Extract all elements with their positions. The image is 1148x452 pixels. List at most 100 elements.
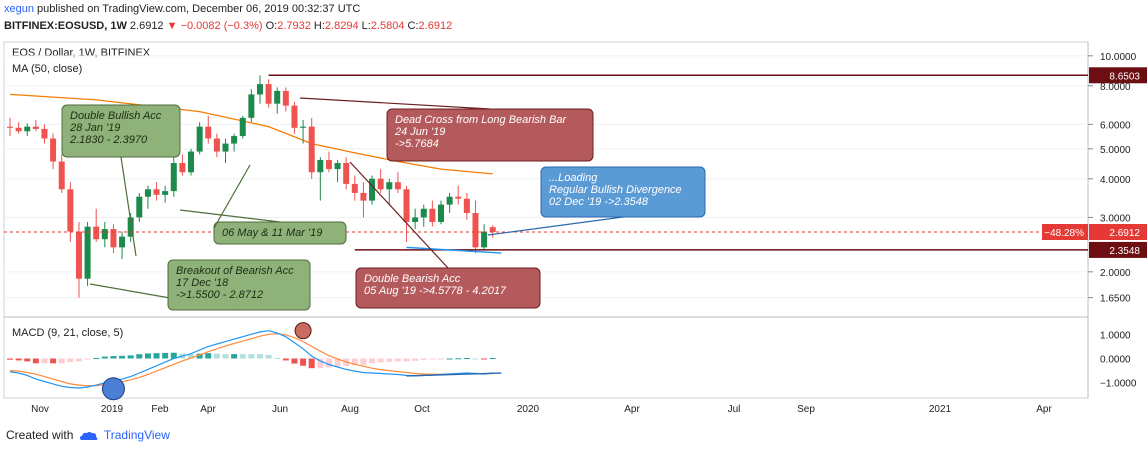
- candle-down: [265, 84, 272, 104]
- macd-histogram-bar: [360, 358, 367, 365]
- time-tick-label: 2020: [517, 404, 540, 415]
- tradingview-cloud-icon: [79, 431, 98, 440]
- candle-up: [222, 143, 229, 152]
- price-tick-label: 8.0000: [1100, 82, 1131, 93]
- annotation-pointer: [349, 161, 449, 269]
- macd-histogram-bar: [41, 358, 48, 364]
- annotation-text: Regular Bullish Divergence: [549, 184, 682, 196]
- time-tick-label: Apr: [1036, 404, 1052, 415]
- macd-histogram-bar: [351, 358, 358, 366]
- annotation-box: [167, 259, 311, 311]
- macd-histogram-bar: [282, 358, 289, 361]
- time-tick-label: Apr: [624, 404, 640, 415]
- macd-histogram-bar: [58, 358, 65, 364]
- macd-histogram-bar: [265, 354, 272, 359]
- candle-up: [386, 182, 393, 190]
- footer: Created with TradingView: [6, 428, 170, 442]
- macd-histogram-bar: [205, 353, 212, 359]
- candle-down: [472, 213, 479, 248]
- macd-histogram-bar: [300, 358, 307, 366]
- annotation-text: ->1.5500 - 2.8712: [176, 289, 263, 301]
- annotation-text: 17 Dec '18: [176, 277, 229, 289]
- macd-histogram-bar: [420, 358, 427, 360]
- candle-up: [317, 160, 324, 173]
- candle-down: [7, 126, 13, 128]
- candle-up: [188, 151, 195, 173]
- open-label: O:: [265, 20, 278, 32]
- candle-up: [119, 236, 126, 248]
- chart-header: xegun published on TradingView.com, Dece…: [0, 0, 1148, 38]
- macd-histogram-bar: [222, 354, 229, 359]
- annotation-text: 02 Dec '19 ->2.3548: [549, 196, 649, 208]
- candle-down: [75, 231, 82, 279]
- annotation-box: [355, 267, 541, 309]
- candle-up: [231, 136, 238, 144]
- macd-histogram-bar: [93, 358, 100, 360]
- annotation-text: Breakout of Bearish Acc: [176, 265, 294, 277]
- level-price-tag: [1089, 67, 1147, 84]
- macd-histogram-bar: [170, 352, 177, 359]
- annotation-text: ...Loading: [549, 172, 598, 184]
- candles: [7, 75, 496, 298]
- annotation-box: [213, 221, 347, 245]
- annotation-box: [61, 104, 181, 158]
- macd-histogram-bar: [119, 355, 126, 359]
- candle-down: [179, 162, 186, 173]
- candle-down: [325, 160, 332, 170]
- candle-up: [101, 229, 108, 240]
- macd-histogram-bar: [403, 358, 410, 362]
- candle-down: [489, 227, 496, 233]
- author-link[interactable]: xegun: [4, 3, 34, 15]
- macd-peak-marker: [294, 322, 312, 340]
- candle-down: [308, 126, 315, 173]
- candle-up: [84, 226, 91, 279]
- percent-tag: [1042, 223, 1088, 240]
- annotation-pointer: [213, 164, 251, 229]
- time-tick-label: Jun: [272, 404, 288, 415]
- legend-macd: MACD (9, 21, close, 5): [12, 327, 123, 339]
- macd-histogram-bar: [334, 358, 341, 367]
- candle-up: [136, 196, 143, 218]
- axes: 10.0000 8.0000 6.0000 5.0000 4.0000 3.0000 2.0…: [31, 52, 1137, 415]
- annotation-pointer: [299, 97, 491, 110]
- macd-histogram-bar: [196, 353, 203, 359]
- low-value: 2.5804: [370, 20, 405, 32]
- macd-histogram-bar: [325, 358, 332, 368]
- macd-histogram-bar: [455, 358, 462, 360]
- macd-histogram-bar: [136, 354, 143, 359]
- macd-histogram-bar: [153, 353, 160, 359]
- candle-down: [377, 178, 384, 190]
- macd-histogram-bar: [291, 358, 298, 364]
- annotation-text: 06 May & 11 Mar '19: [222, 227, 322, 239]
- created-with-text: Created with: [6, 428, 74, 442]
- chart-canvas[interactable]: EOS / Dollar, 1W, BITFINEX MA (50, close…: [0, 38, 1148, 423]
- annotation-text: Double Bullish Acc: [70, 110, 162, 122]
- macd-divergence-line: [406, 372, 502, 377]
- time-tick-label: Sep: [797, 404, 815, 415]
- price-tick-label: 4.0000: [1100, 175, 1131, 186]
- tradingview-brand-link[interactable]: TradingView: [103, 428, 170, 442]
- candle-up: [162, 191, 169, 195]
- macd-histogram-bar: [101, 356, 108, 359]
- macd-histogram-bar: [412, 358, 419, 361]
- low-label: L:: [361, 20, 371, 32]
- chart-background: [0, 38, 1148, 423]
- candle-down: [110, 229, 117, 248]
- macd-tick-label: 0.0000: [1100, 355, 1131, 366]
- macd-histogram-bar: [24, 358, 31, 362]
- candle-down: [32, 126, 39, 129]
- macd-tick-label: −1.0000: [1100, 379, 1137, 390]
- levels: 8.6503 2.3548 −48.28% 2.6912: [4, 67, 1147, 258]
- macd-histogram-bar: [317, 358, 324, 369]
- time-tick-label: 2021: [929, 404, 952, 415]
- ohlc-line: BITFINEX:EOSUSD, 1W 2.6912 ▼ −0.0082 (−0…: [4, 20, 452, 32]
- price-change: ▼ −0.0082 (−0.3%): [166, 20, 263, 32]
- close-value: 2.6912: [418, 20, 453, 32]
- macd-histogram-bar: [239, 354, 246, 359]
- price-tick-label: 10.0000: [1100, 52, 1137, 63]
- publish-line: xegun published on TradingView.com, Dece…: [4, 3, 360, 15]
- annotation-pointer: [120, 156, 137, 257]
- macd-histogram-bar: [463, 358, 470, 360]
- candle-up: [481, 231, 488, 248]
